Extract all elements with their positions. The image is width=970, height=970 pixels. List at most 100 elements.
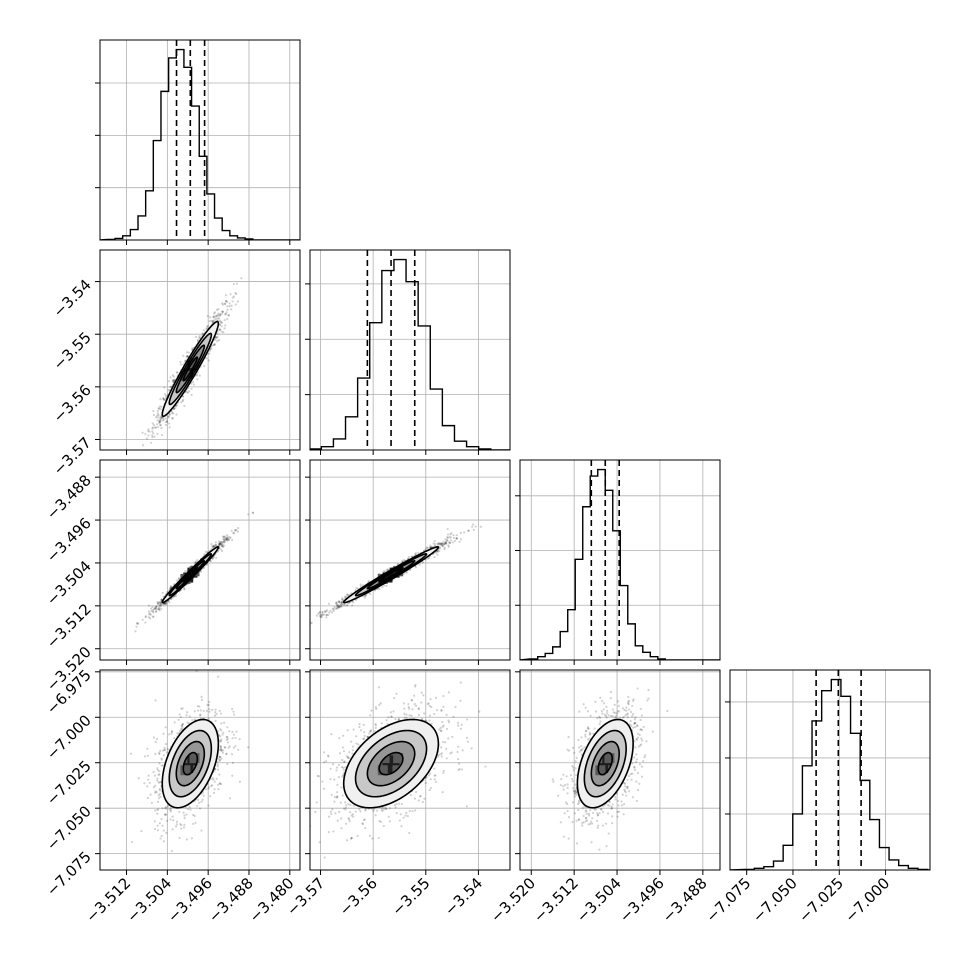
sample-point (206, 703, 209, 707)
sample-point (170, 730, 174, 733)
sample-point (352, 804, 355, 807)
histogram-step (310, 258, 510, 450)
sample-point (635, 780, 638, 783)
sample-point (221, 535, 224, 538)
sample-point (381, 809, 384, 812)
sample-point (200, 695, 203, 698)
sample-point (247, 513, 250, 516)
sample-point (400, 825, 403, 828)
sample-point (334, 601, 338, 604)
sample-point (356, 834, 359, 838)
sample-point (212, 778, 215, 781)
sample-point (152, 432, 155, 435)
sample-point (219, 540, 222, 544)
sample-point (320, 614, 323, 617)
sample-point (196, 709, 200, 712)
axes-frame (309, 669, 511, 871)
sample-point (584, 809, 587, 812)
sample-point (154, 426, 158, 429)
sample-point (218, 542, 221, 546)
sample-point (582, 814, 585, 818)
sample-point (631, 762, 634, 765)
sample-point (616, 709, 619, 713)
sample-point (461, 749, 464, 752)
sample-point (205, 357, 208, 360)
contour-line (366, 740, 416, 787)
sample-point (318, 610, 321, 614)
sample-point (230, 304, 233, 307)
sample-point (163, 813, 167, 816)
sample-point (173, 737, 176, 740)
sample-point (337, 605, 340, 609)
contour-line (161, 718, 220, 809)
sample-point (336, 819, 339, 822)
sample-point (321, 611, 324, 614)
sample-point (459, 699, 462, 702)
sample-point (221, 545, 224, 548)
sample-point (638, 733, 641, 737)
sample-point (154, 791, 157, 794)
sample-point (442, 694, 445, 698)
sample-point (221, 302, 224, 305)
sample-point (219, 782, 222, 785)
sample-point (557, 794, 560, 797)
histogram (730, 670, 930, 870)
scatter-panel-3-4: −3.520−3.512−3.504−3.496−3.488 (487, 669, 721, 926)
contour-line (175, 740, 206, 787)
sample-point (580, 736, 583, 739)
sample-point (169, 808, 172, 812)
sample-point (170, 849, 173, 853)
sample-point (390, 715, 393, 718)
sample-point (184, 806, 187, 809)
sample-point (589, 808, 592, 812)
sample-point (229, 293, 232, 296)
sample-point (158, 603, 161, 607)
contour-line (378, 751, 404, 776)
sample-point (338, 600, 341, 604)
sample-point (609, 714, 613, 718)
sample-point (625, 794, 628, 797)
sample-point (410, 714, 413, 717)
sample-point (147, 616, 150, 619)
sample-point (315, 801, 318, 804)
sample-point (577, 799, 581, 803)
sample-point (208, 710, 211, 713)
sample-point (157, 797, 161, 800)
y-tick-label: −3.55 (50, 328, 95, 373)
axes-frame (519, 669, 721, 871)
sample-point (172, 819, 175, 822)
sample-point (631, 712, 635, 716)
sample-point (169, 587, 172, 590)
sample-point (185, 711, 189, 714)
sample-point (338, 600, 341, 603)
sample-point (157, 413, 160, 417)
sample-point (350, 740, 353, 743)
sample-point (141, 444, 144, 447)
sample-point (587, 823, 590, 826)
sample-point (457, 762, 461, 765)
sample-point (225, 538, 228, 541)
sample-point (213, 312, 216, 315)
contour-line (576, 718, 634, 809)
sample-point (159, 601, 162, 604)
sample-point (606, 804, 609, 807)
sample-point (153, 435, 156, 438)
sample-point (581, 821, 584, 824)
sample-point (159, 397, 162, 401)
sample-point (626, 712, 629, 715)
sample-point (571, 780, 574, 783)
sample-point (444, 741, 447, 744)
sample-point (164, 813, 168, 816)
sample-point (218, 773, 221, 776)
sample-point (317, 612, 320, 615)
sample-point (355, 586, 358, 590)
sample-point (587, 812, 591, 815)
sample-point (230, 529, 233, 532)
sample-point (591, 811, 595, 814)
sample-point (385, 568, 388, 572)
sample-point (346, 593, 349, 596)
sample-point (638, 763, 642, 766)
sample-point (572, 766, 575, 769)
sample-point (449, 533, 452, 536)
sample-point (639, 744, 642, 747)
